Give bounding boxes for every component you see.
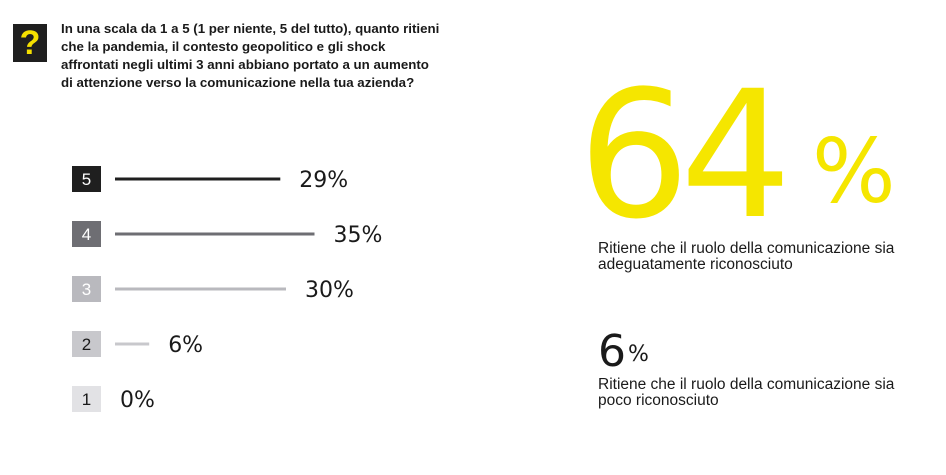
question-mark-icon: ? — [13, 24, 47, 62]
highlight-secondary-unit: % — [628, 342, 649, 367]
category-box-2 — [72, 331, 101, 357]
value-label-2: 6% — [168, 333, 203, 358]
category-label-2: 2 — [82, 335, 91, 354]
category-label-3: 3 — [82, 280, 91, 299]
value-label-3: 30% — [305, 278, 354, 303]
category-label-1: 1 — [82, 390, 91, 409]
bar-row-1: 1 0% — [72, 386, 155, 413]
bar-row-3: 3 30% — [72, 276, 354, 303]
bar-4 — [115, 232, 315, 236]
highlight-secondary-description: Ritiene che il ruolo della comunicazione… — [598, 376, 895, 409]
bar-row-5: 5 29% — [72, 166, 348, 193]
value-label-4: 35% — [334, 223, 383, 248]
value-label-5: 29% — [299, 168, 348, 193]
bar-3 — [115, 287, 286, 291]
category-box-4 — [72, 221, 101, 247]
survey-question: In una scala da 1 a 5 (1 per niente, 5 d… — [61, 21, 440, 90]
bar-row-2: 2 6% — [72, 331, 203, 358]
category-label-4: 4 — [82, 225, 91, 244]
category-label-5: 5 — [82, 170, 91, 189]
bar-2 — [115, 342, 150, 346]
category-box-3 — [72, 276, 101, 302]
highlight-primary-value: 64 — [578, 53, 792, 258]
highlight-secondary-value: 6 — [598, 326, 626, 377]
bar-5 — [115, 177, 281, 181]
value-label-1: 0% — [120, 388, 155, 413]
highlight-primary-description: Ritiene che il ruolo della comunicazione… — [598, 240, 895, 273]
category-box-1 — [72, 386, 101, 412]
bar-row-4: 4 35% — [72, 221, 382, 248]
category-box-5 — [72, 166, 101, 192]
highlight-primary-unit: % — [812, 120, 896, 223]
